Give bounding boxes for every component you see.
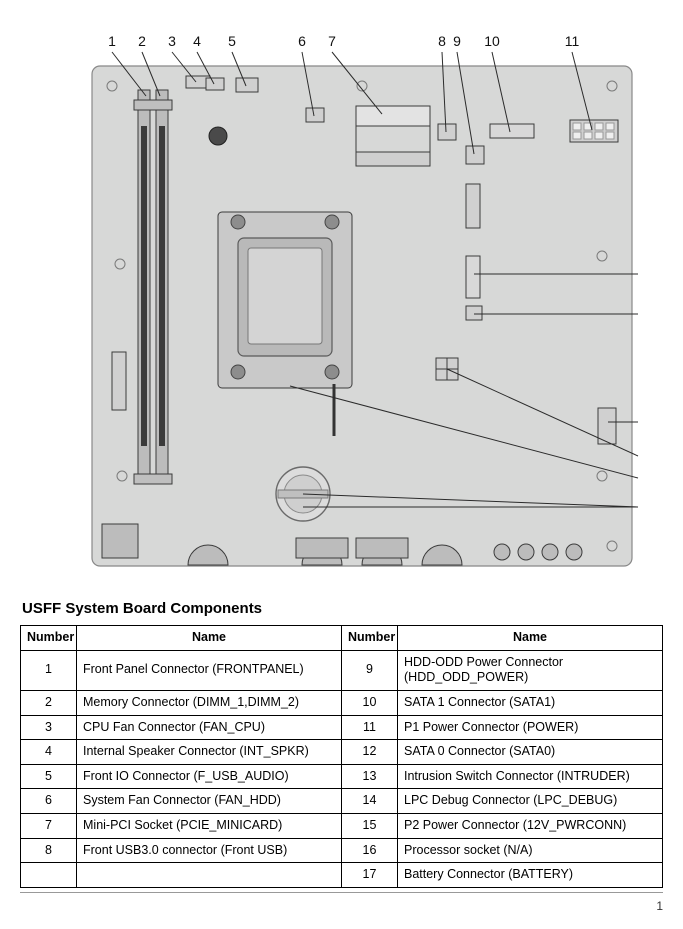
cell-name: System Fan Connector (FAN_HDD)	[77, 789, 342, 814]
page-number: 1	[656, 899, 663, 913]
table-header-row: Number Name Number Name	[21, 626, 663, 651]
table-row: 6System Fan Connector (FAN_HDD)14 LPC De…	[21, 789, 663, 814]
board-svg: 123456789101112131417151617	[42, 16, 642, 576]
cell-number: 2	[21, 690, 77, 715]
svg-text:2: 2	[138, 33, 146, 49]
cell-number: 3	[21, 715, 77, 740]
svg-text:4: 4	[193, 33, 201, 49]
page-footer: 1	[20, 892, 663, 913]
table-row: 8Front USB3.0 connector (Front USB)16Pro…	[21, 838, 663, 863]
cell-name: Intrusion Switch Connector (INTRUDER)	[398, 764, 663, 789]
svg-text:10: 10	[484, 33, 500, 49]
cell-name: SATA 0 Connector (SATA0)	[398, 740, 663, 765]
cell-number: 1	[21, 650, 77, 690]
cell-name: Processor socket (N/A)	[398, 838, 663, 863]
cell-number: 4	[21, 740, 77, 765]
cell-name: HDD-ODD Power Connector (HDD_ODD_POWER)	[398, 650, 663, 690]
cell-number: 9	[342, 650, 398, 690]
cell-name: LPC Debug Connector (LPC_DEBUG)	[398, 789, 663, 814]
cell-number: 8	[21, 838, 77, 863]
cell-name	[77, 863, 342, 888]
th-name-2: Name	[398, 626, 663, 651]
cell-number: 17	[342, 863, 398, 888]
th-number-2: Number	[342, 626, 398, 651]
cell-number: 13	[342, 764, 398, 789]
cell-name: Front IO Connector (F_USB_AUDIO)	[77, 764, 342, 789]
table-row: 7Mini-PCI Socket (PCIE_MINICARD)15P2 Pow…	[21, 814, 663, 839]
cell-name: P2 Power Connector (12V_PWRCONN)	[398, 814, 663, 839]
table-row: 5Front IO Connector (F_USB_AUDIO)13Intru…	[21, 764, 663, 789]
table-row: 17Battery Connector (BATTERY)	[21, 863, 663, 888]
th-number-1: Number	[21, 626, 77, 651]
th-name-1: Name	[77, 626, 342, 651]
cell-number: 5	[21, 764, 77, 789]
section-title: USFF System Board Components	[22, 600, 663, 617]
cell-name: P1 Power Connector (POWER)	[398, 715, 663, 740]
svg-text:7: 7	[328, 33, 336, 49]
table-row: 2Memory Connector (DIMM_1,DIMM_2)10SATA …	[21, 690, 663, 715]
cell-name: Mini-PCI Socket (PCIE_MINICARD)	[77, 814, 342, 839]
cell-number: 6	[21, 789, 77, 814]
cell-number: 10	[342, 690, 398, 715]
svg-text:1: 1	[108, 33, 116, 49]
cell-name: Front USB3.0 connector (Front USB)	[77, 838, 342, 863]
svg-text:9: 9	[453, 33, 461, 49]
cell-number: 16	[342, 838, 398, 863]
cell-number: 11	[342, 715, 398, 740]
motherboard-diagram: 123456789101112131417151617	[42, 16, 642, 576]
svg-text:5: 5	[228, 33, 236, 49]
svg-text:11: 11	[564, 33, 579, 49]
cell-number: 15	[342, 814, 398, 839]
components-table: Number Name Number Name 1Front Panel Con…	[20, 625, 663, 888]
table-row: 1Front Panel Connector (FRONTPANEL)9HDD-…	[21, 650, 663, 690]
svg-text:6: 6	[298, 33, 306, 49]
cell-name: CPU Fan Connector (FAN_CPU)	[77, 715, 342, 740]
cell-number: 7	[21, 814, 77, 839]
table-row: 4Internal Speaker Connector (INT_SPKR)12…	[21, 740, 663, 765]
table-row: 3CPU Fan Connector (FAN_CPU)11P1 Power C…	[21, 715, 663, 740]
cell-name: Memory Connector (DIMM_1,DIMM_2)	[77, 690, 342, 715]
cell-name: Front Panel Connector (FRONTPANEL)	[77, 650, 342, 690]
svg-text:8: 8	[438, 33, 446, 49]
cell-name: Internal Speaker Connector (INT_SPKR)	[77, 740, 342, 765]
svg-text:3: 3	[168, 33, 176, 49]
cell-number	[21, 863, 77, 888]
cell-name: SATA 1 Connector (SATA1)	[398, 690, 663, 715]
cell-name: Battery Connector (BATTERY)	[398, 863, 663, 888]
cell-number: 14	[342, 789, 398, 814]
cell-number: 12	[342, 740, 398, 765]
